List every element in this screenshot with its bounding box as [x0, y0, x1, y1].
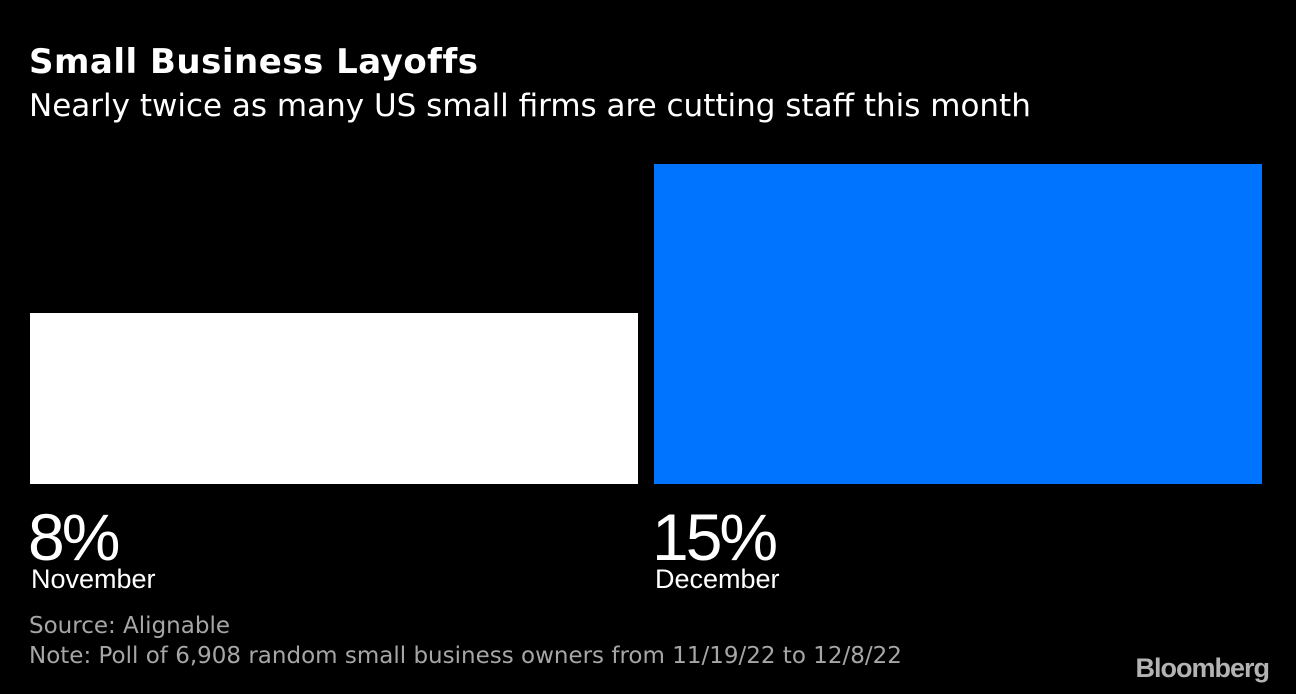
bar-december [654, 164, 1262, 484]
category-label-december: December [655, 564, 780, 594]
footnote: Note: Poll of 6,908 random small busines… [29, 643, 902, 669]
source-note: Source: Alignable [29, 613, 230, 639]
bar-november [30, 313, 638, 484]
value-label-december: 15% [652, 500, 778, 574]
value-label-november: 8% [28, 500, 120, 574]
category-label-november: November [31, 564, 156, 594]
chart-subtitle: Nearly twice as many US small firms are … [29, 88, 1031, 124]
chart-title: Small Business Layoffs [29, 42, 479, 82]
bloomberg-logo: Bloomberg [1135, 653, 1270, 683]
